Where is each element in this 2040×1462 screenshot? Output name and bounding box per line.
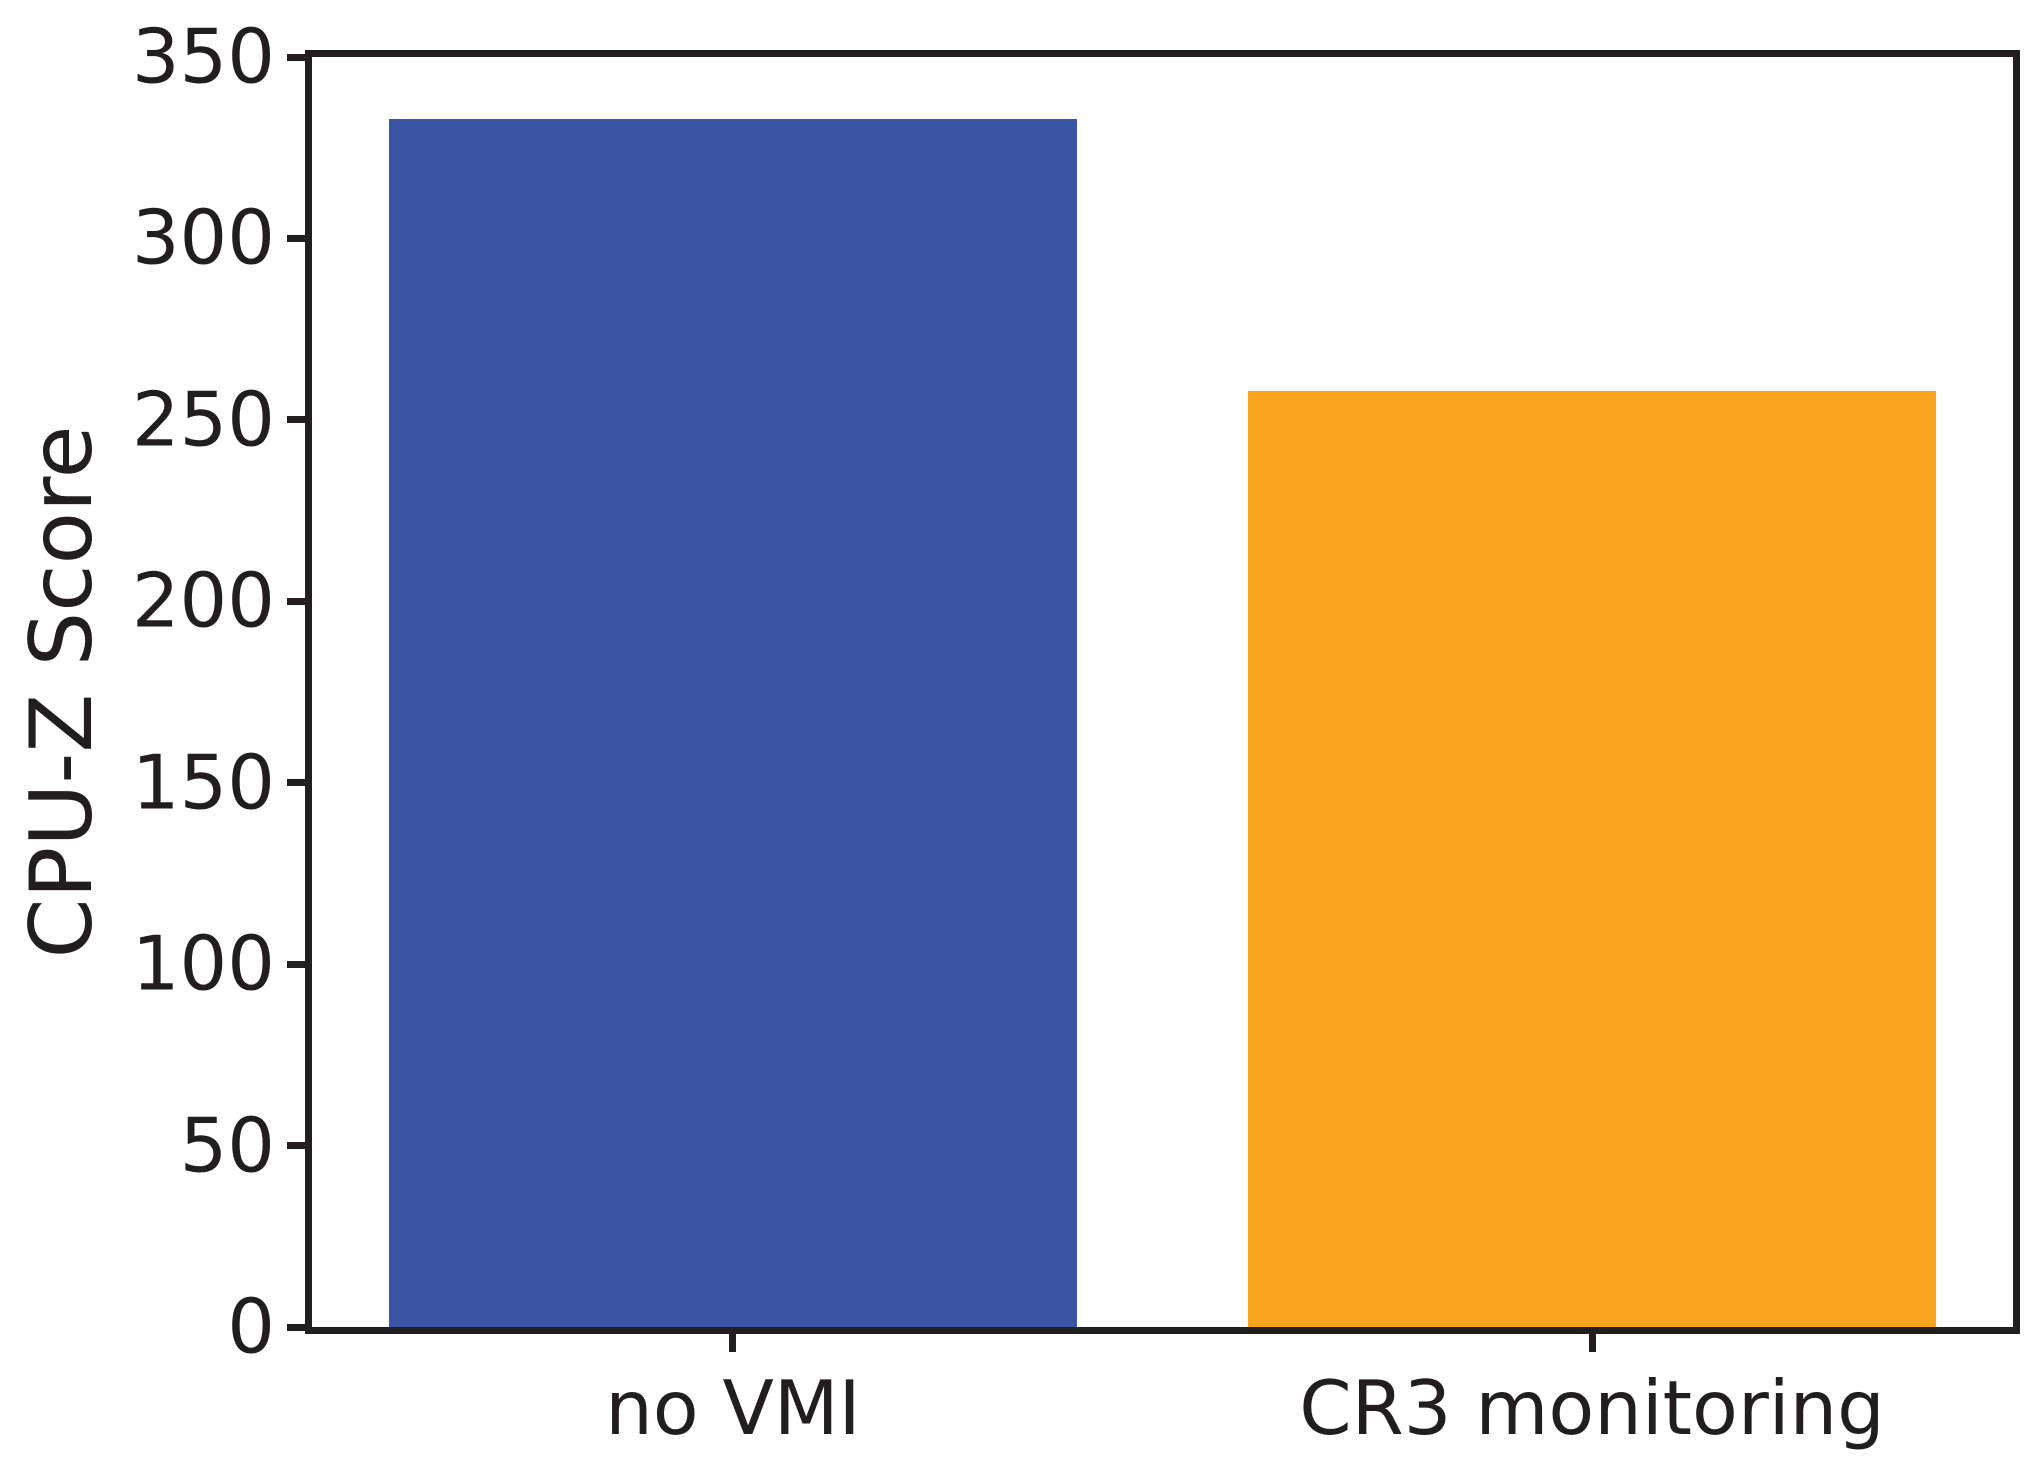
y-tick-label: 100 [131,919,275,1008]
plot-area: 0 50 100 150 200 250 300 350 no VMI CR3 monitorin… [132,19,2020,1451]
y-tick-mark [287,597,305,605]
y-tick-mark [287,1142,305,1150]
x-tick-label-cr3-monitoring: CR3 monitoring [1299,1364,1885,1452]
y-tick-label: 200 [131,556,275,645]
y-tick-mark [287,960,305,968]
y-tick-mark [287,779,305,787]
y-tick-mark [287,53,305,61]
x-tick-mark [729,1334,737,1352]
y-tick-mark [287,234,305,242]
bar-no-vmi [389,118,1077,1327]
x-tick-mark [1588,1334,1596,1352]
y-tick-label: 0 [227,1282,275,1371]
y-tick-mark [287,1323,305,1331]
y-tick-label: 250 [131,375,275,464]
bar-cr3-monitoring [1248,390,1936,1327]
y-tick-label: 350 [131,12,275,101]
y-tick-mark [287,416,305,424]
x-tick-label-no-vmi: no VMI [605,1364,861,1452]
y-tick-label: 150 [131,738,275,827]
y-tick-label: 300 [131,193,275,282]
y-tick-label: 50 [179,1101,275,1190]
y-axis-label: CPU-Z Score [12,425,112,959]
